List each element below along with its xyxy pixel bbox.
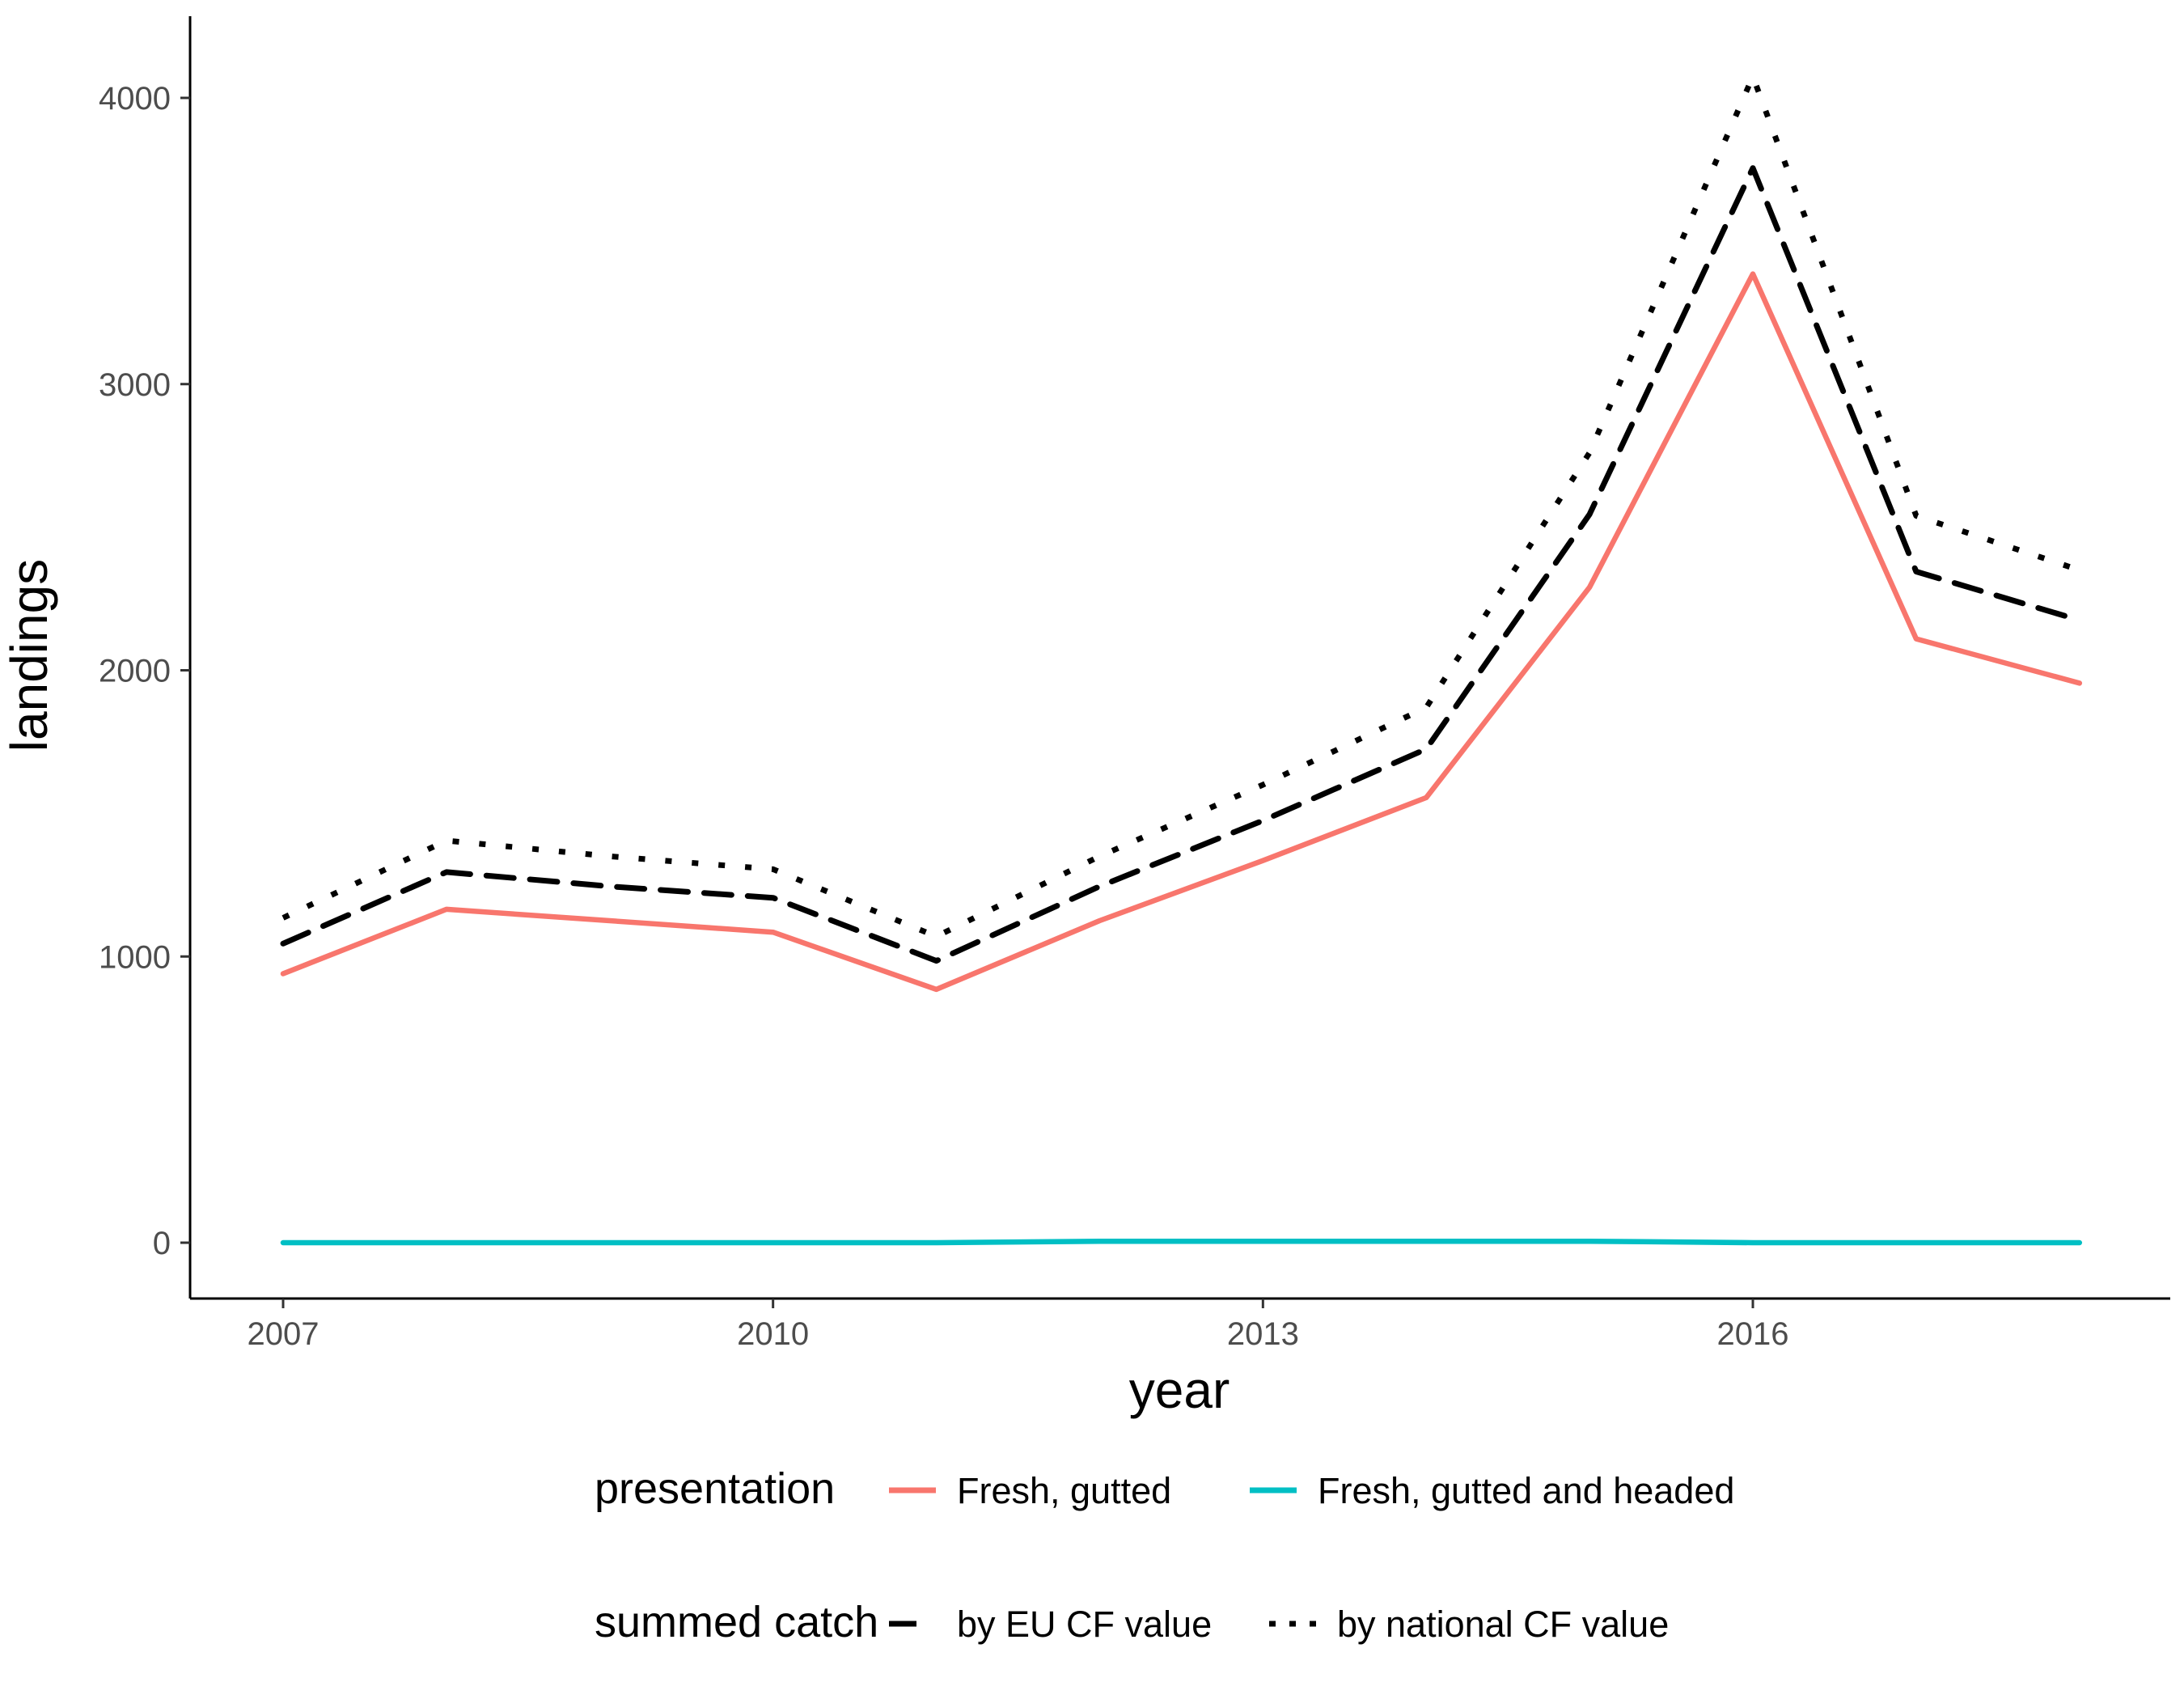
y-tick-label: 0 (153, 1226, 171, 1261)
x-tick-label: 2010 (737, 1316, 809, 1352)
x-axis-title: year (1129, 1361, 1230, 1419)
x-tick-label: 2016 (1717, 1316, 1789, 1352)
x-tick-label: 2007 (248, 1316, 320, 1352)
y-tick-label: 4000 (99, 81, 171, 117)
plot-area (280, 74, 2083, 1246)
legend-label: by EU CF value (957, 1604, 1212, 1645)
legend-label: Fresh, gutted (957, 1470, 1171, 1511)
y-tick-label: 2000 (99, 654, 171, 689)
legend-title: summed catch (595, 1598, 878, 1646)
series-line-1 (280, 271, 2083, 993)
y-tick-label: 1000 (99, 939, 171, 975)
series-line-3 (280, 165, 2083, 964)
x-tick-label: 2013 (1227, 1316, 1299, 1352)
axes: 0 1000 2000 3000 4000 2007 2010 2013 2016 (99, 16, 2170, 1352)
legend-title: presentation (595, 1464, 835, 1513)
y-axis-title: landings (0, 559, 58, 752)
legend-label: Fresh, gutted and headed (1318, 1470, 1734, 1511)
legend: presentation Fresh, gutted Fresh, gutted a… (595, 1464, 1734, 1646)
y-tick-label: 3000 (99, 367, 171, 403)
series-line-2 (280, 1238, 2083, 1246)
legend-label: by national CF value (1337, 1604, 1669, 1645)
